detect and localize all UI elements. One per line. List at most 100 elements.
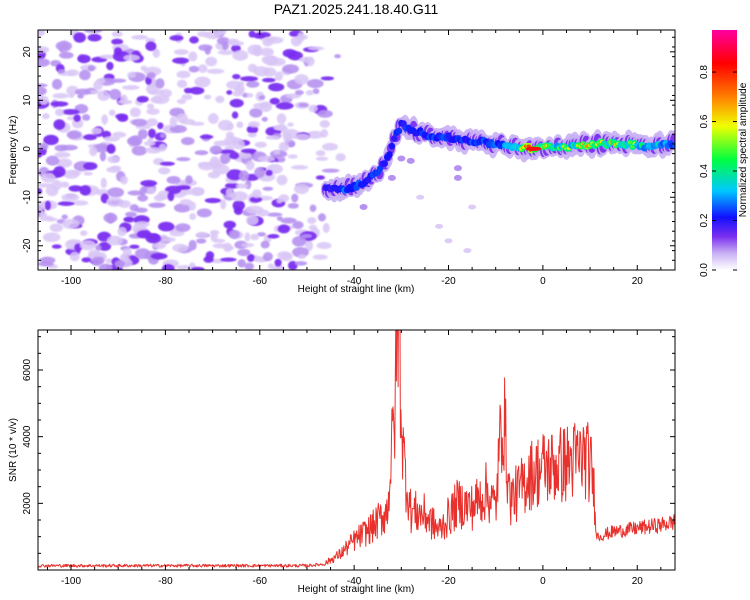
noise-blob: [99, 151, 107, 162]
noise-blob: [176, 157, 191, 162]
noise-blob: [157, 167, 171, 175]
noise-blob: [322, 142, 338, 151]
noise-blob: [205, 251, 215, 260]
noise-blob: [122, 248, 132, 256]
noise-blob: [97, 90, 111, 101]
noise-blob: [173, 203, 191, 213]
noise-blob: [176, 265, 193, 270]
noise-blob: [161, 263, 175, 270]
noise-blob: [275, 102, 294, 110]
noise-blob: [267, 263, 274, 270]
noise-blob: [244, 262, 255, 270]
noise-blob: [66, 130, 82, 139]
noise-blob: [172, 243, 189, 253]
noise-blob: [68, 185, 83, 192]
noise-blob: [72, 200, 89, 206]
noise-blob: [216, 30, 227, 35]
noise-blob: [98, 241, 112, 251]
noise-blob: [191, 266, 205, 270]
noise-blob: [262, 186, 274, 191]
noise-blob: [45, 155, 60, 166]
noise-blob: [297, 102, 309, 108]
noise-blob: [207, 113, 219, 124]
noise-blob: [38, 86, 47, 96]
noise-blob: [87, 65, 95, 72]
noise-blob: [198, 44, 213, 51]
noise-blob: [319, 119, 330, 128]
noise-blob: [231, 111, 239, 119]
noise-blob: [249, 108, 263, 118]
noise-blob: [229, 151, 240, 160]
noise-blob: [194, 150, 209, 156]
noise-blob: [315, 156, 329, 161]
noise-blob: [39, 211, 48, 222]
noise-blob: [252, 189, 262, 199]
noise-blob: [204, 197, 222, 204]
noise-blob: [260, 47, 274, 57]
colorbar-tick-label: 0.8: [699, 65, 710, 79]
x-tick-label: -40: [347, 276, 362, 287]
noise-blob: [213, 140, 231, 147]
noise-blob: [82, 114, 91, 121]
noise-blob: [238, 170, 250, 182]
noise-blob: [292, 221, 304, 229]
noise-blob: [77, 54, 91, 64]
noise-blob: [246, 253, 255, 262]
spectrogram-x-ticks: -100 -80 -60 -40 -20 0 20: [46, 30, 662, 287]
noise-blob: [157, 221, 175, 232]
noise-blob: [98, 263, 113, 270]
noise-blob: [197, 162, 212, 167]
noise-blob: [44, 200, 51, 211]
noise-blob: [155, 78, 165, 89]
noise-blob: [416, 194, 425, 200]
noise-blob: [146, 118, 159, 127]
noise-blob: [83, 134, 98, 141]
noise-blob: [117, 226, 127, 237]
noise-blob: [80, 230, 88, 237]
noise-blob: [237, 248, 251, 257]
noise-blob: [276, 113, 287, 125]
noise-blob: [61, 214, 68, 220]
x-tick-label: -60: [253, 276, 268, 287]
noise-blob: [236, 121, 244, 129]
noise-blob: [293, 184, 309, 195]
x-tick-label: -20: [441, 576, 456, 587]
noise-blob: [126, 136, 141, 146]
noise-blob: [468, 204, 477, 210]
noise-blob: [108, 109, 116, 116]
noise-blob: [223, 220, 236, 229]
noise-blob: [463, 248, 472, 254]
noise-blob: [222, 41, 229, 51]
noise-blob: [60, 181, 70, 188]
noise-blob: [120, 175, 128, 185]
noise-blob: [196, 208, 212, 218]
noise-blob: [131, 118, 148, 127]
ridge-halo: [387, 174, 396, 181]
noise-blob: [107, 155, 120, 164]
spectrogram-frame: [37, 29, 676, 271]
noise-blob: [152, 48, 161, 58]
noise-blob: [293, 133, 311, 140]
noise-blob: [38, 83, 48, 88]
snr-frame: [37, 329, 676, 571]
noise-blob: [287, 142, 295, 147]
noise-blob: [129, 107, 141, 118]
noise-blob: [287, 202, 299, 209]
noise-blob: [262, 67, 277, 77]
noise-blob: [277, 224, 291, 234]
noise-blob: [51, 78, 63, 90]
noise-blob: [52, 93, 70, 99]
noise-blob: [134, 248, 151, 260]
noise-blob: [283, 131, 293, 143]
noise-blob: [49, 223, 64, 233]
noise-blob: [127, 71, 136, 79]
noise-blob: [140, 65, 148, 72]
noise-blob: [306, 130, 324, 139]
noise-blob: [278, 141, 290, 152]
noise-blob: [230, 191, 248, 202]
noise-blob: [312, 254, 328, 260]
noise-blob: [287, 154, 298, 159]
noise-blob: [241, 243, 255, 248]
noise-blob: [103, 135, 120, 142]
ridge-halo: [453, 174, 462, 181]
